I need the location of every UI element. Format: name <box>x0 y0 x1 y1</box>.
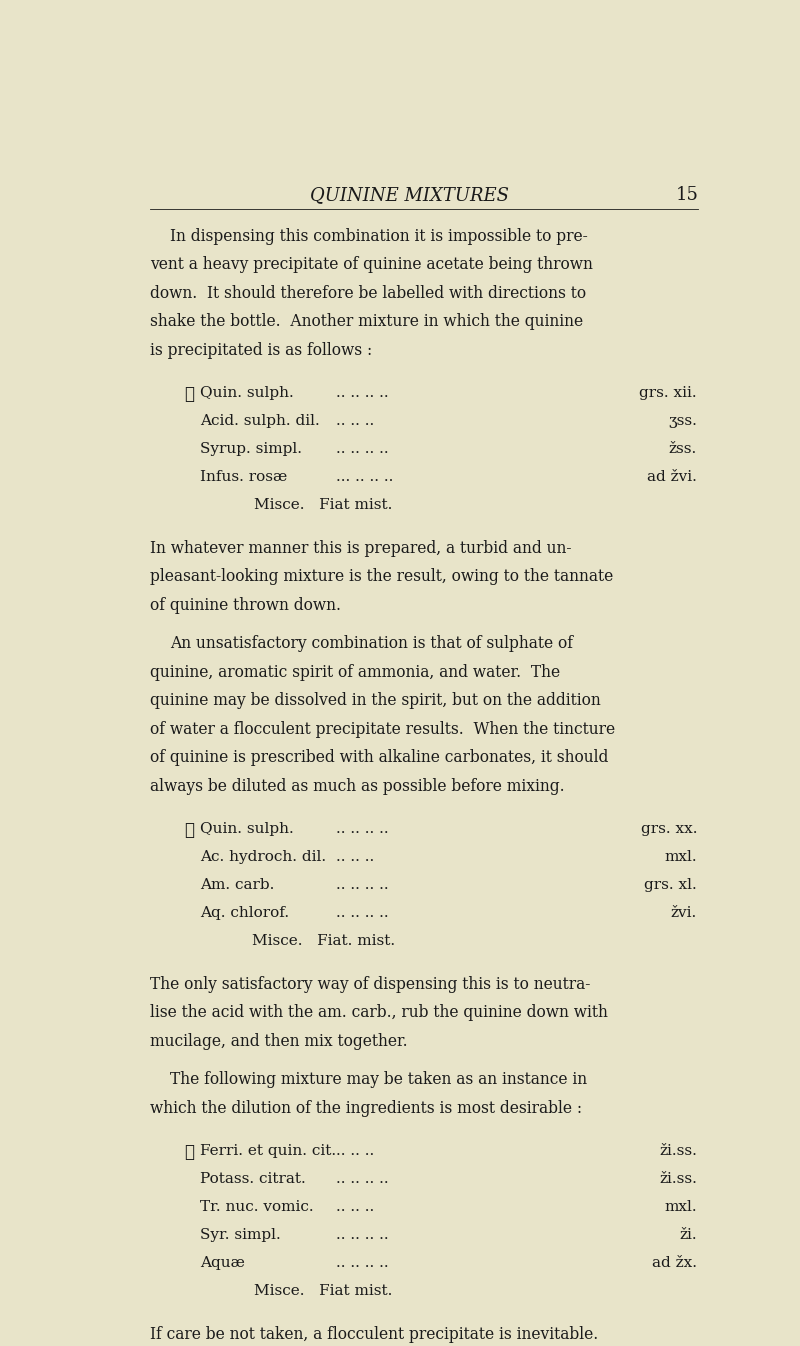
Text: is precipitated is as follows :: is precipitated is as follows : <box>150 342 372 359</box>
Text: Quin. sulph.: Quin. sulph. <box>201 822 294 836</box>
Text: .. .. ..: .. .. .. <box>336 851 374 864</box>
Text: .. .. .. ..: .. .. .. .. <box>336 822 388 836</box>
Text: ʒss.: ʒss. <box>668 415 697 428</box>
Text: ℞: ℞ <box>184 386 194 402</box>
Text: ži.ss.: ži.ss. <box>659 1172 697 1186</box>
Text: In whatever manner this is prepared, a turbid and un-: In whatever manner this is prepared, a t… <box>150 540 571 556</box>
Text: Aquæ: Aquæ <box>201 1256 246 1271</box>
Text: .. .. .. ..: .. .. .. .. <box>336 1172 388 1186</box>
Text: Am. carb.: Am. carb. <box>201 878 275 892</box>
Text: ⅿxl.: ⅿxl. <box>665 1201 697 1214</box>
Text: ℞: ℞ <box>184 1144 194 1162</box>
Text: 15: 15 <box>675 186 698 205</box>
Text: Tr. nuc. vomic.: Tr. nuc. vomic. <box>201 1201 314 1214</box>
Text: .. .. .. ..: .. .. .. .. <box>336 1228 388 1242</box>
Text: Acid. sulph. dil.: Acid. sulph. dil. <box>201 415 320 428</box>
Text: mucilage, and then mix together.: mucilage, and then mix together. <box>150 1032 407 1050</box>
Text: ℞: ℞ <box>184 822 194 839</box>
Text: .. .. .. ..: .. .. .. .. <box>336 878 388 892</box>
Text: .. .. ..: .. .. .. <box>336 1201 374 1214</box>
Text: quinine may be dissolved in the spirit, but on the addition: quinine may be dissolved in the spirit, … <box>150 692 600 709</box>
Text: ži.ss.: ži.ss. <box>659 1144 697 1158</box>
Text: Potass. citrat.: Potass. citrat. <box>201 1172 306 1186</box>
Text: Syrup. simpl.: Syrup. simpl. <box>201 441 302 456</box>
Text: quinine, aromatic spirit of ammonia, and water.  The: quinine, aromatic spirit of ammonia, and… <box>150 664 560 681</box>
Text: QUININE MIXTURES: QUININE MIXTURES <box>310 186 510 205</box>
Text: grs. xii.: grs. xii. <box>639 386 697 400</box>
Text: ži.: ži. <box>679 1228 697 1242</box>
Text: žss.: žss. <box>669 441 697 456</box>
Text: Syr. simpl.: Syr. simpl. <box>201 1228 281 1242</box>
Text: .. .. .. ..: .. .. .. .. <box>336 1256 388 1271</box>
Text: always be diluted as much as possible before mixing.: always be diluted as much as possible be… <box>150 778 564 795</box>
Text: of quinine thrown down.: of quinine thrown down. <box>150 596 341 614</box>
Text: ⅿxl.: ⅿxl. <box>665 851 697 864</box>
Text: .. .. ..: .. .. .. <box>336 1144 374 1158</box>
Text: of quinine is prescribed with alkaline carbonates, it should: of quinine is prescribed with alkaline c… <box>150 750 608 766</box>
Text: Misce.   Fiat mist.: Misce. Fiat mist. <box>254 1284 392 1298</box>
Text: If care be not taken, a flocculent precipitate is inevitable.: If care be not taken, a flocculent preci… <box>150 1326 598 1342</box>
Text: which the dilution of the ingredients is most desirable :: which the dilution of the ingredients is… <box>150 1100 582 1117</box>
Text: lise the acid with the am. carb., rub the quinine down with: lise the acid with the am. carb., rub th… <box>150 1004 607 1022</box>
Text: .. .. .. ..: .. .. .. .. <box>336 386 388 400</box>
Text: Ac. hydroch. dil.: Ac. hydroch. dil. <box>201 851 326 864</box>
Text: Quin. sulph.: Quin. sulph. <box>201 386 294 400</box>
Text: grs. xl.: grs. xl. <box>644 878 697 892</box>
Text: pleasant-looking mixture is the result, owing to the tannate: pleasant-looking mixture is the result, … <box>150 568 613 586</box>
Text: shake the bottle.  Another mixture in which the quinine: shake the bottle. Another mixture in whi… <box>150 314 582 330</box>
Text: An unsatisfactory combination is that of sulphate of: An unsatisfactory combination is that of… <box>170 635 573 653</box>
Text: Aq. chlorof.: Aq. chlorof. <box>201 906 290 921</box>
Text: ... .. .. ..: ... .. .. .. <box>336 470 393 485</box>
Text: down.  It should therefore be labelled with directions to: down. It should therefore be labelled wi… <box>150 285 586 302</box>
Text: ad žvi.: ad žvi. <box>647 470 697 485</box>
Text: The following mixture may be taken as an instance in: The following mixture may be taken as an… <box>170 1071 587 1089</box>
Text: In dispensing this combination it is impossible to pre-: In dispensing this combination it is imp… <box>170 227 588 245</box>
Text: of water a flocculent precipitate results.  When the tincture: of water a flocculent precipitate result… <box>150 721 614 738</box>
Text: The only satisfactory way of dispensing this is to neutra-: The only satisfactory way of dispensing … <box>150 976 590 992</box>
Text: ad žx.: ad žx. <box>652 1256 697 1271</box>
Text: Misce.   Fiat. mist.: Misce. Fiat. mist. <box>252 934 394 948</box>
Text: žvi.: žvi. <box>671 906 697 921</box>
Text: Infus. rosæ: Infus. rosæ <box>201 470 288 485</box>
Text: .. .. .. ..: .. .. .. .. <box>336 906 388 921</box>
Text: Ferri. et quin. cit.: Ferri. et quin. cit. <box>201 1144 337 1158</box>
Text: .. .. ..: .. .. .. <box>336 415 374 428</box>
Text: grs. xx.: grs. xx. <box>641 822 697 836</box>
Text: .. .. .. ..: .. .. .. .. <box>336 441 388 456</box>
Text: Misce.   Fiat mist.: Misce. Fiat mist. <box>254 498 392 511</box>
Text: vent a heavy precipitate of quinine acetate being thrown: vent a heavy precipitate of quinine acet… <box>150 256 593 273</box>
